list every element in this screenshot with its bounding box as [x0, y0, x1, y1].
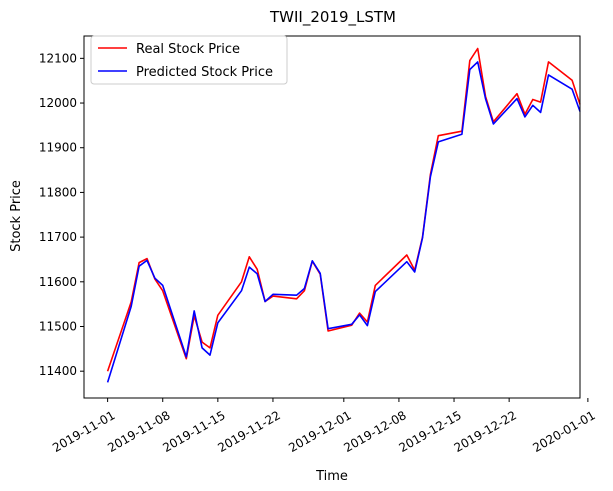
x-tick-label: 2019-11-22: [215, 408, 282, 455]
chart-title: TWII_2019_LSTM: [269, 8, 396, 27]
legend-label-real: Real Stock Price: [136, 42, 240, 57]
x-axis-label: Time: [315, 469, 348, 484]
plot-frame: [83, 35, 581, 399]
y-tick-label: 12000: [39, 96, 77, 110]
y-tick-label: 11700: [39, 230, 77, 244]
y-axis: 11400 11500 11600 11700 11800 11900 12000 12100: [39, 51, 84, 378]
y-tick-label: 11900: [39, 141, 77, 155]
x-tick-label: 2020-01-01: [530, 408, 597, 455]
y-tick-label: 12100: [39, 51, 77, 65]
x-tick-label: 2019-12-22: [452, 408, 519, 455]
y-tick-label: 11400: [39, 364, 77, 378]
x-axis: 2019-11-012019-11-082019-11-152019-11-22…: [50, 398, 598, 455]
y-tick-label: 11800: [39, 185, 77, 199]
y-tick-label: 11500: [39, 319, 77, 333]
plot-area: [106, 47, 581, 383]
series-line-1: [106, 61, 581, 383]
legend-box: [90, 35, 288, 85]
legend: Real Stock Price Predicted Stock Price: [90, 35, 288, 85]
y-tick-label: 11600: [39, 275, 77, 289]
y-axis-label: Stock Price: [9, 180, 24, 252]
legend-label-predicted: Predicted Stock Price: [136, 65, 273, 80]
series-line-0: [106, 47, 581, 372]
